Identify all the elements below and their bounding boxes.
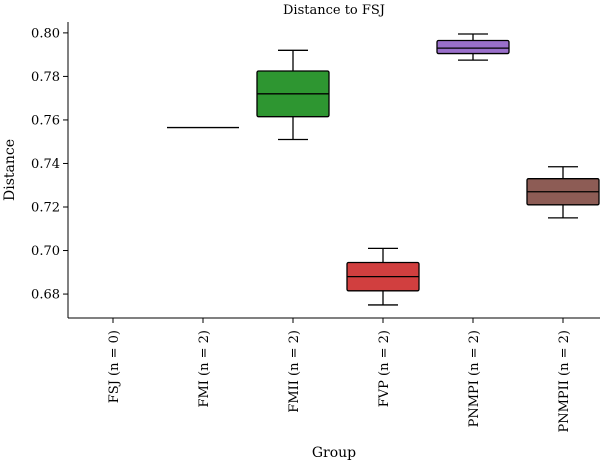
box-5 <box>526 166 600 219</box>
x-axis: FSJ (n = 0) FMI (n = 2) FMII (n = 2) FVP (n… <box>68 317 600 433</box>
box-2 <box>256 49 330 141</box>
y-tick-label: 0.70 <box>31 244 60 259</box>
x-tick-label: PNMPI (n = 2) <box>467 330 482 427</box>
y-axis-title: Distance <box>2 139 18 201</box>
box-rect <box>436 39 510 55</box>
x-tick-label: FMI (n = 2) <box>197 330 212 408</box>
y-tick-label: 0.80 <box>31 26 60 41</box>
y-axis: 0.68 0.70 0.72 0.74 0.76 0.78 0.80 <box>31 22 69 318</box>
y-tick-label: 0.78 <box>31 70 60 85</box>
box-4 <box>436 33 510 61</box>
x-tick-label: PNMPII (n = 2) <box>557 330 572 433</box>
x-tick-label: FMII (n = 2) <box>287 330 302 413</box>
y-tick-label: 0.68 <box>31 288 60 303</box>
x-tick-label: FVP (n = 2) <box>377 330 392 407</box>
y-tick-label: 0.74 <box>31 157 60 172</box>
boxes <box>167 33 600 306</box>
x-axis-title: Group <box>312 445 356 461</box>
y-tick-label: 0.76 <box>31 113 60 128</box>
x-tick-label: FSJ (n = 0) <box>107 330 122 403</box>
box-3 <box>346 247 420 306</box>
chart-title: Distance to FSJ <box>283 3 385 18</box>
y-tick-label: 0.72 <box>31 201 60 216</box>
